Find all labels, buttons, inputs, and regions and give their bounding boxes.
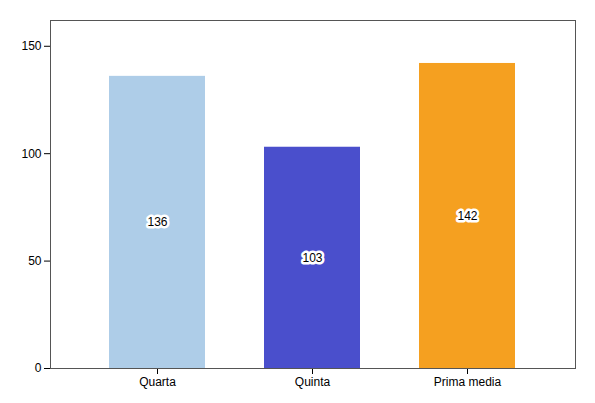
svg-text:100: 100 — [21, 147, 41, 161]
svg-text:103: 103 — [302, 251, 322, 265]
svg-text:0: 0 — [35, 361, 42, 375]
svg-text:50: 50 — [28, 254, 42, 268]
svg-text:Quinta: Quinta — [295, 375, 331, 389]
svg-text:136: 136 — [147, 215, 167, 229]
svg-text:Prima media: Prima media — [434, 375, 502, 389]
svg-text:Quarta: Quarta — [139, 375, 176, 389]
svg-text:142: 142 — [457, 209, 477, 223]
svg-text:150: 150 — [21, 39, 41, 53]
